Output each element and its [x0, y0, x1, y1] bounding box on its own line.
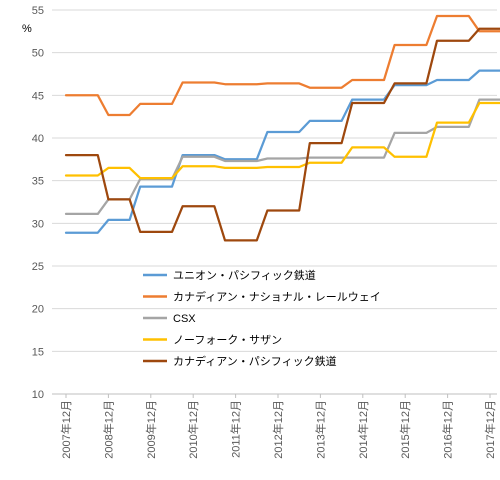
y-tick-label: 40 [32, 133, 44, 145]
x-tick-label: 2008年12月 [101, 400, 115, 459]
series-line-4 [64, 101, 500, 180]
legend-label: CSX [173, 313, 196, 325]
x-tick-label: 2016年12月 [441, 400, 455, 459]
x-axis-tick-labels: 2007年12月 2008年12月 2009年12月 2010年12月 2011年12月… [59, 394, 497, 459]
x-tick-label: 2013年12月 [313, 400, 327, 459]
y-tick-label: 55 [32, 5, 44, 17]
x-tick-label: 2007年12月 [59, 400, 73, 459]
x-tick-label: 2009年12月 [144, 400, 158, 459]
series-lines [64, 14, 500, 242]
x-tick-label: 2017年12月 [483, 400, 497, 459]
y-tick-label: 45 [32, 90, 44, 102]
y-tick-label: 35 [32, 176, 44, 188]
series-line-2 [64, 14, 500, 117]
y-tick-label: 20 [32, 304, 44, 316]
y-tick-label: 50 [32, 48, 44, 60]
y-tick-label: 25 [32, 261, 44, 273]
y-tick-label: 10 [32, 389, 44, 401]
x-tick-label: 2011年12月 [229, 400, 243, 458]
axes: % [22, 23, 497, 395]
legend-label: ノーフォーク・サザン [173, 334, 282, 347]
y-tick-label: 15 [32, 346, 44, 358]
y-axis-unit-label: % [22, 23, 32, 35]
y-axis-tick-labels: 55 50 45 40 35 30 25 20 15 10 [32, 5, 44, 401]
series-line-1 [64, 69, 500, 234]
series-line-5 [64, 27, 500, 242]
x-tick-label: 2014年12月 [356, 400, 370, 459]
x-tick-label: 2010年12月 [186, 400, 200, 459]
y-tick-label: 30 [32, 218, 44, 230]
series-line-3 [64, 98, 500, 216]
legend-label: ユニオン・パシフィック鉄道 [173, 268, 316, 282]
x-tick-label: 2012年12月 [271, 400, 285, 459]
legend-label: カナディアン・パシフィック鉄道 [173, 354, 337, 368]
legend-label: カナディアン・ナショナル・レールウェイ [173, 290, 381, 304]
x-tick-label: 2015年12月 [398, 400, 412, 459]
